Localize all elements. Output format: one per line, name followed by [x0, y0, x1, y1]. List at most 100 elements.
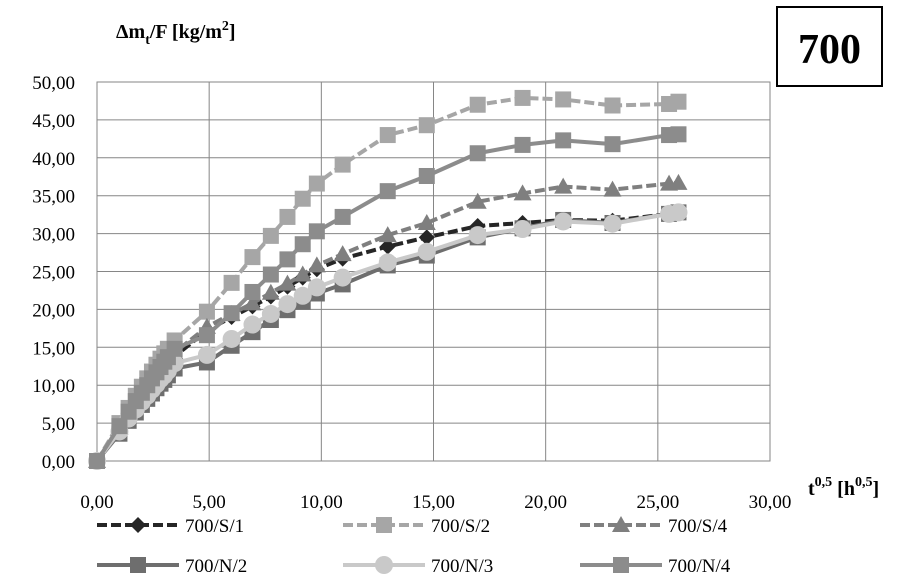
legend-marker: [613, 557, 629, 573]
legend-item: 700/N/2: [97, 556, 247, 577]
data-point: [293, 265, 312, 282]
legend-marker: [375, 556, 393, 574]
data-point: [222, 329, 241, 348]
legend-item: 700/S/4: [580, 516, 728, 537]
data-point: [514, 89, 531, 106]
x-tick-label: 20,00: [524, 492, 567, 513]
data-point: [469, 145, 486, 162]
data-point: [554, 212, 573, 231]
data-point: [198, 327, 215, 344]
data-point: [243, 315, 262, 334]
data-point: [111, 418, 128, 435]
data-point: [166, 340, 183, 357]
y-axis-title-main: Δm: [116, 21, 146, 43]
series: [88, 89, 688, 470]
y-tick-label: 0,00: [42, 452, 75, 473]
legend-label: 700/S/1: [185, 516, 244, 537]
data-point: [262, 227, 279, 244]
data-point: [333, 245, 352, 262]
data-point: [307, 256, 326, 273]
data-point: [669, 203, 688, 222]
x-tick-label: 0,00: [80, 492, 113, 513]
y-tick-label: 30,00: [32, 225, 75, 246]
series-line: [95, 180, 679, 463]
badge: 700: [776, 6, 883, 87]
data-point: [278, 274, 297, 291]
y-axis-title-sup: 2: [222, 19, 229, 34]
data-point: [279, 251, 296, 268]
data-point: [379, 183, 396, 200]
y-tick-label: 15,00: [32, 338, 75, 359]
data-point: [244, 249, 261, 266]
data-point: [513, 220, 532, 239]
series-line: [95, 211, 679, 463]
data-point: [468, 226, 487, 245]
x-tick-label: 5,00: [193, 492, 226, 513]
data-point: [378, 253, 397, 272]
y-axis-title: Δmt/F [kg/m2]: [116, 19, 236, 48]
y-axis-title-sub: t: [145, 33, 150, 48]
data-point: [555, 91, 572, 108]
legend-marker: [130, 557, 146, 573]
legend-label: 700/N/3: [431, 556, 493, 577]
data-point: [244, 283, 261, 300]
y-axis-title-rest: /F [kg/m: [149, 21, 222, 43]
data-point: [670, 126, 687, 143]
plot-area-frame: [96, 81, 771, 462]
data-point: [513, 184, 532, 201]
legend: 700/S/1 700/S/2 700/S/4 700/N/2 700/N/3 700/N…: [97, 516, 731, 577]
series-700-n-4: [89, 126, 687, 469]
data-point: [223, 274, 240, 291]
data-point: [308, 223, 325, 240]
y-tick-label: 40,00: [32, 149, 75, 170]
data-point: [333, 268, 352, 287]
data-point: [379, 238, 396, 255]
x-tick-label: 30,00: [749, 492, 792, 513]
data-point: [418, 167, 435, 184]
y-tick-label: 10,00: [32, 376, 75, 397]
x-axis-title-unit-sup: 0,5: [855, 475, 873, 490]
data-point: [334, 208, 351, 225]
data-point: [555, 132, 572, 149]
x-axis-title-unit: [h: [832, 478, 855, 500]
data-point: [417, 213, 436, 230]
axes: [96, 81, 771, 462]
legend-label: 700/S/2: [431, 516, 490, 537]
data-point: [603, 180, 622, 197]
data-point: [279, 208, 296, 225]
data-point: [417, 242, 436, 261]
y-tick-label: 50,00: [32, 73, 75, 94]
data-point: [89, 453, 105, 469]
y-tick-label: 45,00: [32, 111, 75, 132]
x-tick-label: 25,00: [636, 492, 679, 513]
data-point: [418, 229, 435, 246]
data-point: [604, 97, 621, 114]
data-point: [514, 136, 531, 153]
legend-label: 700/N/4: [668, 556, 731, 577]
data-point: [554, 177, 573, 194]
y-tick-label: 5,00: [42, 414, 75, 435]
data-point: [294, 190, 311, 207]
data-point: [261, 283, 280, 300]
y-tick-label: 20,00: [32, 300, 75, 321]
data-point: [294, 236, 311, 253]
x-axis-title-close: ]: [872, 478, 879, 500]
legend-marker: [612, 516, 630, 532]
data-point: [603, 214, 622, 233]
x-axis-title-t: t: [808, 478, 815, 500]
data-point: [197, 345, 216, 364]
x-axis-title: t0,5 [h0,5]: [808, 475, 879, 500]
y-tick-labels: 0,00 5,00 10,00 15,00 20,00 25,00 30,00 35,00 40…: [32, 73, 75, 473]
legend-item: 700/S/2: [343, 516, 490, 537]
data-point: [308, 175, 325, 192]
data-point: [198, 303, 215, 320]
x-tick-label: 10,00: [300, 492, 343, 513]
badge-text: 700: [798, 27, 861, 73]
data-point: [243, 294, 262, 311]
data-point: [469, 96, 486, 113]
data-point: [670, 93, 687, 110]
x-tick-labels: 0,00 5,00 10,00 15,00 20,00 25,00 30,00: [80, 492, 791, 513]
data-point: [334, 156, 351, 173]
